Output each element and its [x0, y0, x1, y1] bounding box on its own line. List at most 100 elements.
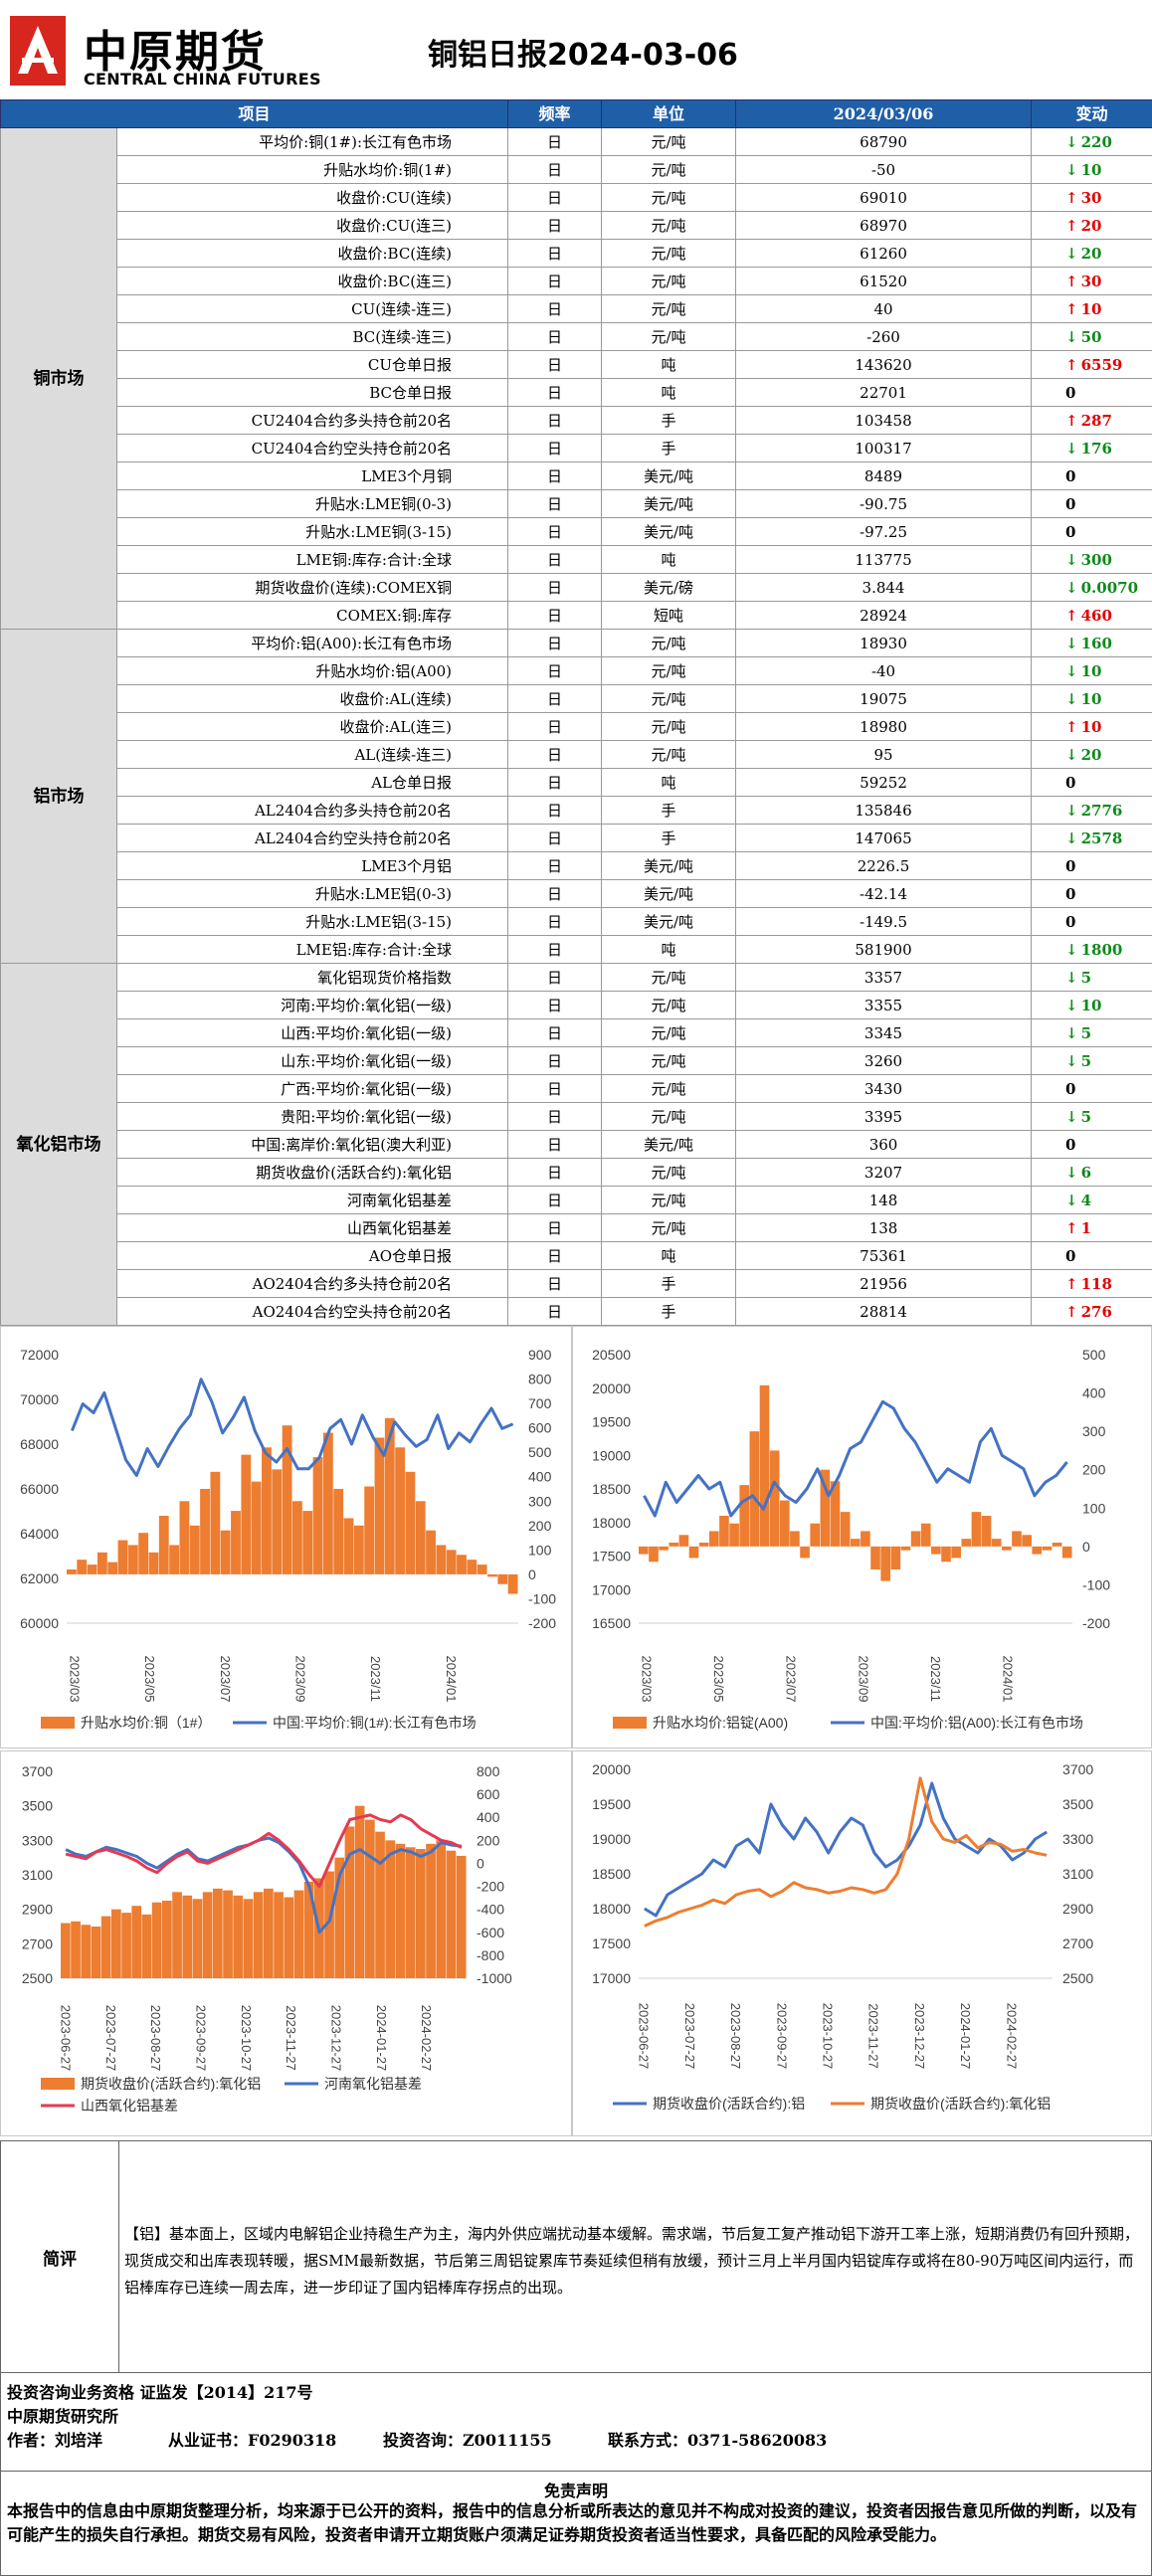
bar-mark: [138, 1533, 148, 1574]
unit-cell: 手: [602, 435, 736, 462]
freq-cell: 日: [508, 1214, 602, 1242]
unit-cell: 元/吨: [602, 268, 736, 295]
table-row: 升贴水均价:铝(A00)日元/吨-40↓10: [1, 657, 1152, 685]
bar-mark: [354, 1526, 364, 1574]
freq-cell: 日: [508, 1019, 602, 1047]
value-cell: 95: [736, 741, 1032, 769]
right-axis-tick-label: 100: [1082, 1500, 1106, 1516]
x-axis-tick-label: 2023-11-27: [284, 2005, 298, 2071]
bar-mark: [719, 1516, 729, 1547]
freq-cell: 日: [508, 685, 602, 713]
item-cell: AO仓单日报: [117, 1242, 508, 1270]
x-axis-tick-label: 2023/09: [856, 1656, 870, 1703]
value-cell: 3430: [736, 1075, 1032, 1103]
change-value: 1: [1081, 1219, 1091, 1237]
arrow-up-icon: ↑: [1065, 356, 1078, 374]
change-value: 10: [1081, 718, 1102, 736]
value-cell: 8489: [736, 462, 1032, 490]
unit-cell: 元/吨: [602, 295, 736, 323]
left-axis-tick-label: 66000: [20, 1481, 59, 1497]
change-cell: 0: [1032, 852, 1152, 880]
freq-cell: 日: [508, 1159, 602, 1187]
category-cell: 铝市场: [1, 630, 117, 964]
right-axis-tick-label: -400: [477, 1902, 504, 1918]
change-value: 5: [1081, 1108, 1091, 1126]
bar-mark: [426, 1844, 436, 1978]
x-axis-tick-label: 2024/01: [444, 1656, 459, 1703]
change-cell: ↓2578: [1032, 825, 1152, 852]
bar-mark: [972, 1512, 982, 1547]
value-cell: -149.5: [736, 908, 1032, 936]
item-cell: 河南氧化铝基差: [117, 1187, 508, 1214]
header-unit: 单位: [602, 100, 736, 128]
bar-mark: [67, 1569, 77, 1574]
unit-cell: 元/吨: [602, 1047, 736, 1075]
change-cell: ↓20: [1032, 741, 1152, 769]
freq-cell: 日: [508, 1131, 602, 1159]
arrow-up-icon: ↑: [1065, 718, 1078, 736]
value-cell: 360: [736, 1131, 1032, 1159]
bar-mark: [436, 1840, 446, 1978]
left-axis-tick-label: 17500: [592, 1549, 631, 1564]
change-value: 0: [1065, 1080, 1075, 1098]
right-axis-tick-label: 200: [1082, 1462, 1106, 1478]
bar-mark: [223, 1891, 233, 1978]
change-cell: ↓10: [1032, 685, 1152, 713]
arrow-down-icon: ↓: [1065, 829, 1078, 847]
advisor-number: 投资咨询：Z0011155: [383, 2427, 552, 2451]
value-cell: 3357: [736, 964, 1032, 992]
change-cell: 0: [1032, 908, 1152, 936]
freq-cell: 日: [508, 1103, 602, 1131]
right-axis-tick-label: 800: [477, 1763, 500, 1779]
change-value: 5: [1081, 969, 1091, 987]
left-axis-tick-label: 62000: [20, 1570, 59, 1586]
bar-mark: [121, 1913, 131, 1978]
bar-mark: [231, 1511, 241, 1574]
chart-svg: 1650017000175001800018500190001950020000…: [573, 1327, 1151, 1748]
left-axis-tick-label: 17000: [592, 1970, 631, 1986]
bar-mark: [659, 1547, 669, 1551]
change-cell: ↓50: [1032, 323, 1152, 351]
unit-cell: 元/吨: [602, 685, 736, 713]
freq-cell: 日: [508, 992, 602, 1019]
item-cell: AL仓单日报: [117, 769, 508, 797]
change-cell: 0: [1032, 880, 1152, 908]
bar-mark: [294, 1891, 304, 1978]
left-axis-tick-label: 64000: [20, 1526, 59, 1542]
bar-mark: [416, 1849, 426, 1978]
change-cell: ↑20: [1032, 212, 1152, 240]
change-cell: ↑10: [1032, 713, 1152, 741]
unit-cell: 手: [602, 797, 736, 825]
bar-mark: [292, 1501, 302, 1574]
change-cell: 0: [1032, 1075, 1152, 1103]
logo-mark-icon: [8, 14, 68, 88]
change-cell: ↑276: [1032, 1298, 1152, 1326]
bar-mark: [355, 1806, 365, 1978]
value-cell: 113775: [736, 546, 1032, 574]
right-axis-tick-label: -100: [528, 1590, 556, 1606]
value-cell: -42.14: [736, 880, 1032, 908]
bar-mark: [396, 1844, 406, 1978]
unit-cell: 美元/吨: [602, 880, 736, 908]
freq-cell: 日: [508, 351, 602, 379]
comment-section: 简评 【铝】基本面上，区域内电解铝企业持稳生产为主，海内外供应端扰动基本缓解。需…: [0, 2140, 1152, 2373]
bar-mark: [1043, 1547, 1053, 1551]
right-axis-tick-label: 300: [528, 1493, 552, 1509]
right-axis-tick-label: -600: [477, 1925, 504, 1940]
change-value: 10: [1081, 300, 1102, 318]
bar-mark: [169, 1545, 179, 1573]
bar-mark: [931, 1547, 941, 1555]
unit-cell: 美元/吨: [602, 908, 736, 936]
bar-mark: [97, 1553, 107, 1574]
change-cell: ↓4: [1032, 1187, 1152, 1214]
unit-cell: 短吨: [602, 602, 736, 630]
value-cell: -90.75: [736, 490, 1032, 518]
change-value: 460: [1081, 607, 1112, 625]
data-table: 项目 频率 单位 2024/03/06 变动 铜市场平均价:铜(1#):长江有色…: [0, 99, 1152, 1326]
